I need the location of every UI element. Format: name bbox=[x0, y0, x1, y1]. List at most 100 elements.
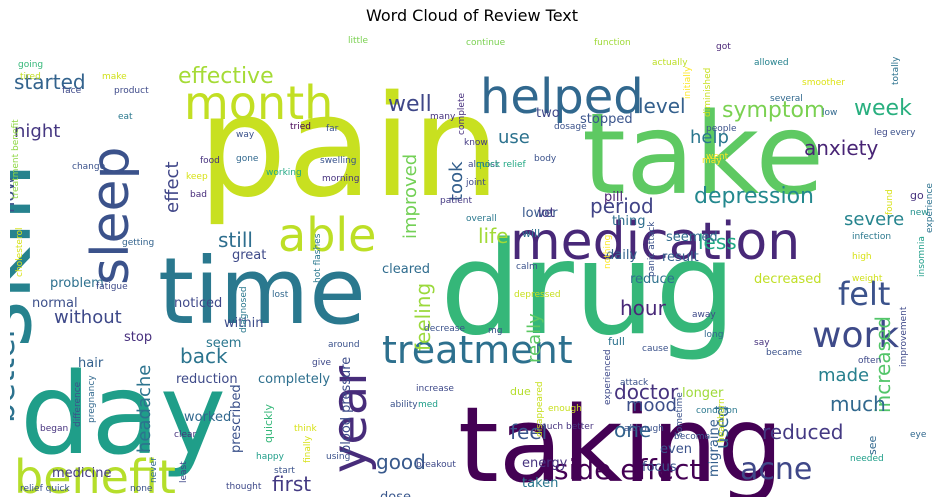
word-started: started bbox=[14, 70, 86, 94]
word-food: food bbox=[200, 156, 220, 166]
word-well: well bbox=[388, 92, 432, 117]
word-thing: thing bbox=[612, 214, 645, 229]
word-mood: mood bbox=[626, 395, 677, 416]
word-anxiety: anxiety bbox=[804, 136, 878, 160]
word-long: long bbox=[704, 330, 723, 340]
word-cleared: cleared bbox=[382, 262, 430, 277]
word-lot: lot bbox=[538, 206, 555, 221]
word-needed: needed bbox=[850, 454, 884, 464]
word-got: got bbox=[716, 42, 731, 52]
word-dose: dose bbox=[380, 490, 411, 497]
word-began: began bbox=[40, 424, 68, 434]
word-cholesterol: cholesterol bbox=[15, 228, 25, 277]
word-drug: drug bbox=[440, 215, 736, 364]
word-difference: difference bbox=[73, 381, 83, 427]
word-sometime: sometime bbox=[675, 392, 685, 437]
word-experienced: experienced bbox=[603, 349, 613, 405]
word-good: good bbox=[376, 450, 426, 474]
word-week: week bbox=[854, 96, 912, 121]
word-insomnia: insomnia bbox=[917, 236, 927, 277]
word-treatment: treatment bbox=[382, 328, 573, 372]
word-thought: thought bbox=[226, 482, 262, 492]
word-weight: weight bbox=[852, 274, 883, 284]
word-blood-pressure: blood pressure bbox=[339, 357, 354, 453]
word-month: month bbox=[184, 76, 333, 130]
word-getting: getting bbox=[122, 238, 154, 248]
word-effect: effect bbox=[162, 161, 183, 213]
word-first: first bbox=[272, 472, 311, 496]
word-keep: keep bbox=[186, 172, 208, 182]
word-energy: energy bbox=[522, 456, 568, 471]
word-continue: continue bbox=[466, 38, 506, 48]
word-tired: tired bbox=[20, 72, 41, 82]
word-diagnosed: diagnosed bbox=[239, 286, 249, 333]
word-year: year bbox=[322, 366, 378, 473]
word-improved: improved bbox=[400, 154, 421, 239]
word-make: make bbox=[102, 72, 127, 82]
word-go: go bbox=[910, 189, 924, 202]
word-increased: increased bbox=[871, 316, 895, 413]
word-pain: pain bbox=[198, 66, 500, 229]
word-taking: taking bbox=[458, 384, 784, 497]
word-will: will bbox=[522, 227, 540, 240]
word-great: great bbox=[232, 248, 266, 263]
word-feel: feel bbox=[510, 420, 547, 444]
word-give: give bbox=[312, 358, 332, 368]
word-overall: overall bbox=[466, 214, 497, 224]
word-better: better bbox=[10, 324, 22, 423]
word-depressed: depressed bbox=[514, 290, 561, 300]
word-eye: eye bbox=[910, 430, 927, 440]
word-treatment-benefit: treatment benefit bbox=[11, 119, 21, 199]
word-focus: focus bbox=[642, 460, 677, 475]
word-work: work bbox=[812, 315, 899, 356]
word-least: least bbox=[179, 461, 189, 483]
word-little: little bbox=[348, 36, 369, 46]
word-fatigue: fatigue bbox=[96, 282, 128, 292]
word-gone: gone bbox=[236, 154, 259, 164]
word-felt: felt bbox=[838, 275, 890, 313]
word-two: two bbox=[536, 106, 560, 121]
word-bad: bad bbox=[190, 190, 207, 200]
word-normal: normal bbox=[32, 296, 78, 311]
word-working: working bbox=[266, 168, 302, 178]
word-never: never bbox=[149, 457, 159, 483]
word-going: going bbox=[18, 60, 43, 70]
word-side-effect: side effect bbox=[554, 453, 700, 486]
word-depression: depression bbox=[694, 184, 814, 209]
word-medication: medication bbox=[510, 212, 800, 272]
word-often: often bbox=[858, 356, 881, 366]
word-happy: happy bbox=[256, 452, 285, 462]
word-increase: increase bbox=[416, 384, 454, 394]
word-benefit: benefit bbox=[14, 450, 176, 497]
word-enough: enough bbox=[548, 404, 582, 414]
word-disappeared: disappeared bbox=[535, 381, 545, 437]
word-cause: cause bbox=[642, 344, 669, 354]
word-many: many bbox=[430, 112, 456, 122]
word-infection: infection bbox=[852, 232, 891, 242]
word-hot-flashes: hot flashes bbox=[313, 233, 323, 283]
word-reduction: reduction bbox=[176, 372, 238, 387]
word-helped: helped bbox=[480, 69, 644, 125]
word-totally: totally bbox=[891, 56, 901, 85]
word-now: now bbox=[10, 176, 19, 213]
word-dosage: dosage bbox=[554, 122, 587, 132]
word-around: around bbox=[328, 340, 360, 350]
word-lower: lower bbox=[522, 206, 558, 221]
word-used: used bbox=[712, 406, 733, 449]
word-away: away bbox=[692, 310, 716, 320]
word-stopped: stopped bbox=[580, 112, 633, 127]
word-prescribed: prescribed bbox=[229, 384, 244, 453]
word-feeling: feeling bbox=[411, 283, 435, 351]
word-attack: attack bbox=[620, 378, 649, 388]
word-hair: hair bbox=[78, 356, 104, 371]
word-experience: experience bbox=[925, 183, 935, 233]
word-way: way bbox=[236, 130, 255, 140]
word-decreased: decreased bbox=[754, 272, 821, 287]
word-daily: daily bbox=[606, 248, 637, 263]
word-due: due bbox=[510, 385, 531, 398]
word-almost: almost bbox=[468, 160, 499, 170]
word-made: made bbox=[818, 365, 869, 386]
word-acne: acne bbox=[740, 452, 812, 487]
word-say: say bbox=[754, 338, 770, 348]
